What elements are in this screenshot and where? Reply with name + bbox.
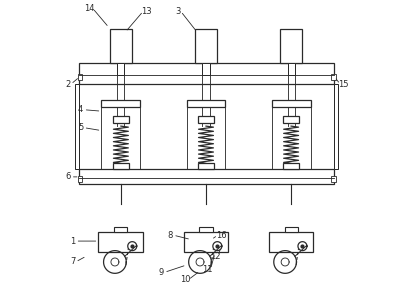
FancyBboxPatch shape <box>113 164 129 169</box>
Text: 7: 7 <box>70 257 75 266</box>
Text: 15: 15 <box>338 80 348 89</box>
FancyBboxPatch shape <box>79 63 335 84</box>
Text: 6: 6 <box>65 172 70 182</box>
FancyBboxPatch shape <box>113 116 129 123</box>
FancyBboxPatch shape <box>335 84 338 170</box>
FancyBboxPatch shape <box>200 227 213 232</box>
FancyBboxPatch shape <box>269 232 313 251</box>
FancyBboxPatch shape <box>198 116 214 123</box>
FancyBboxPatch shape <box>184 232 228 251</box>
FancyBboxPatch shape <box>331 176 336 182</box>
FancyBboxPatch shape <box>283 164 299 169</box>
FancyBboxPatch shape <box>117 63 124 75</box>
Text: 4: 4 <box>78 105 83 114</box>
Text: 12: 12 <box>210 251 220 260</box>
FancyBboxPatch shape <box>280 29 302 63</box>
Text: 13: 13 <box>141 7 152 16</box>
FancyBboxPatch shape <box>198 164 214 169</box>
FancyBboxPatch shape <box>283 116 299 123</box>
FancyBboxPatch shape <box>331 74 336 80</box>
FancyBboxPatch shape <box>101 100 140 107</box>
FancyBboxPatch shape <box>202 63 209 75</box>
Text: 1: 1 <box>70 237 75 246</box>
Text: 5: 5 <box>78 123 83 132</box>
Text: 2: 2 <box>65 80 70 89</box>
Text: 3: 3 <box>175 7 180 16</box>
FancyBboxPatch shape <box>115 227 128 232</box>
FancyBboxPatch shape <box>78 74 83 80</box>
Text: 10: 10 <box>180 275 190 284</box>
FancyBboxPatch shape <box>285 227 298 232</box>
Text: 8: 8 <box>167 231 173 240</box>
Text: 11: 11 <box>202 265 213 274</box>
FancyBboxPatch shape <box>195 29 217 63</box>
FancyBboxPatch shape <box>187 100 225 107</box>
FancyBboxPatch shape <box>272 100 310 107</box>
FancyBboxPatch shape <box>78 176 83 182</box>
FancyBboxPatch shape <box>79 169 335 184</box>
Text: 16: 16 <box>216 231 226 240</box>
Text: 9: 9 <box>159 268 164 277</box>
FancyBboxPatch shape <box>110 29 132 63</box>
FancyBboxPatch shape <box>76 84 79 170</box>
FancyBboxPatch shape <box>288 63 294 75</box>
Text: 14: 14 <box>84 4 95 13</box>
FancyBboxPatch shape <box>99 232 143 251</box>
